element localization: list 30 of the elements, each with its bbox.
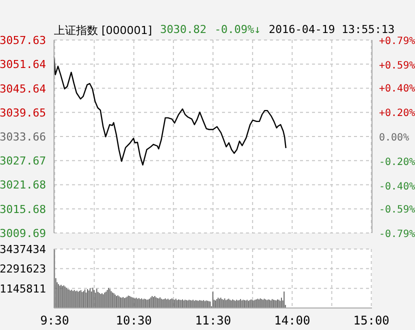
y-tick-label: 3033.66 [0, 130, 46, 144]
x-tick-label: 9:30 [40, 314, 70, 328]
y-tick-label: 3051.64 [0, 58, 46, 72]
x-tick-label: 11:30 [194, 314, 232, 328]
y2-tick-label: +0.79% [379, 36, 415, 47]
y2-tick-label: -0.79% [379, 229, 415, 240]
y-tick-label: 3015.68 [0, 202, 46, 216]
y-tick-label: 3021.68 [0, 178, 46, 192]
y-tick-label: 3437434 [0, 243, 46, 256]
y2-tick-label: -0.20% [379, 156, 415, 168]
text: -0.09%↓ [214, 23, 261, 38]
y-tick-label: 3009.69 [0, 227, 46, 240]
y2-tick-label: +0.20% [379, 108, 415, 120]
y2-tick-label: -0.59% [379, 204, 415, 216]
y2-tick-label: +0.40% [379, 84, 415, 95]
chart-title: 上证指数 [000001] [54, 23, 152, 38]
x-tick-label: 10:30 [116, 314, 152, 328]
y2-tick-label: 0.00% [379, 132, 410, 144]
text: 3030.82 [160, 23, 206, 38]
y2-tick-label: -0.40% [379, 181, 415, 192]
y-tick-label: 3039.65 [0, 106, 46, 120]
y-tick-label: 3045.64 [0, 82, 46, 96]
text: 2016-04-19 13:55:13 [268, 23, 395, 36]
x-tick-label: 14:00 [274, 314, 310, 328]
y-tick-label: 1145811 [0, 282, 46, 296]
y2-tick-label: +0.59% [379, 60, 415, 72]
y-tick-label: 3027.67 [0, 154, 46, 168]
y-tick-label: 2291623 [0, 262, 46, 276]
x-tick-label: 15:00 [353, 314, 390, 328]
y-tick-label: 3057.63 [0, 34, 46, 47]
